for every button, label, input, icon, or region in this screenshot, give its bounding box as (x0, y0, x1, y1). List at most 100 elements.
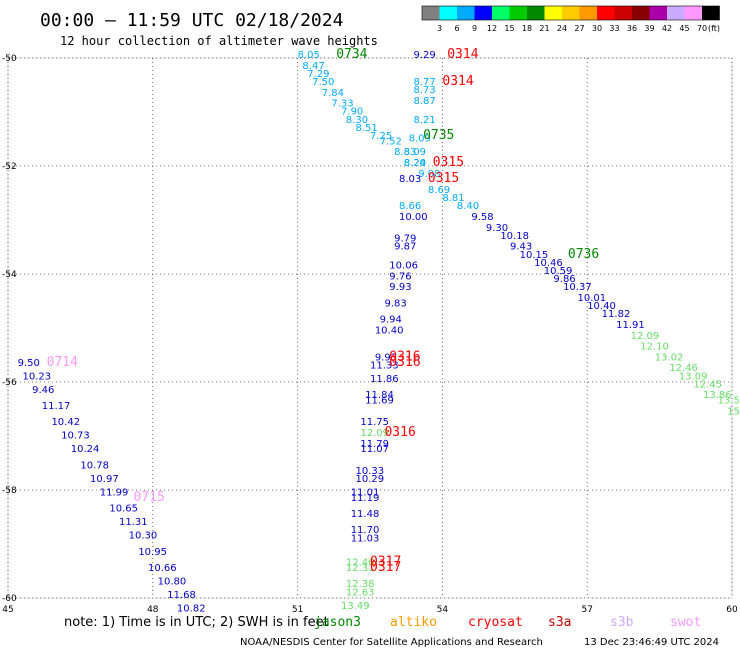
swh-point-label: 8.51 (356, 123, 378, 134)
swh-point-label: 8.69 (428, 185, 450, 196)
swh-point-label: 8.73 (413, 85, 435, 96)
swh-point-label: 10.95 (138, 547, 167, 558)
credit-line: NOAA/NESDIS Center for Satellite Applica… (240, 637, 543, 648)
legend-cryosat: cryosat (468, 615, 523, 630)
swh-point-label: 7.29 (307, 69, 329, 80)
swh-point-label: 11.31 (119, 517, 148, 528)
colorbar-label: 21 (539, 24, 549, 33)
swh-point-label: 8.03 (399, 174, 421, 185)
swh-point-label: 10.30 (129, 531, 158, 542)
swh-point-label: 7.52 (380, 136, 402, 147)
swh-point-label: 10.78 (80, 460, 109, 471)
colorbar-label: 3 (437, 24, 442, 33)
swh-point-label: 9.50 (18, 358, 40, 369)
swh-point-label: 12.63 (346, 587, 375, 598)
colorbar-swatch (474, 6, 492, 20)
colorbar-frame (421, 5, 720, 21)
swh-point-label: 8.66 (399, 201, 421, 212)
swh-point-label: 10.46 (534, 258, 563, 269)
chart-subtitle: 12 hour collection of altimeter wave hei… (60, 34, 378, 48)
swh-point-label: 9.83 (384, 298, 406, 309)
colorbar-label: 36 (627, 24, 637, 33)
swh-point-label: 9.08 (418, 169, 440, 180)
swh-point-label: 10.73 (61, 431, 90, 442)
swh-point-label: 10.40 (587, 301, 616, 312)
swh-point-label: 10.65 (109, 504, 138, 515)
swh-point-label: 11.70 (351, 525, 380, 536)
legend-s3b: s3b (610, 615, 634, 630)
colorbar-swatch (579, 6, 597, 20)
chart-title: 00:00 — 11:59 UTC 02/18/2024 (40, 10, 343, 31)
swh-point-label: 7.50 (312, 77, 334, 88)
colorbar-label: 18 (522, 24, 532, 33)
swh-point-label: 11.68 (167, 590, 196, 601)
swh-point-label: 9.79 (394, 234, 416, 245)
swh-point-label: 9.86 (553, 274, 575, 285)
timestamp: 13 Dec 23:46:49 UTC 2024 (584, 637, 719, 648)
swh-point-label: 8.24 (404, 158, 426, 169)
swh-point-label: 11.48 (351, 509, 380, 520)
swh-point-label: 13.51 (718, 396, 740, 407)
swh-point-label: 8.81 (442, 193, 464, 204)
swh-point-label: 10.33 (356, 466, 385, 477)
swh-point-label: 12.38 (346, 579, 375, 590)
pass-time-label: 0316 (389, 355, 420, 370)
swh-point-label: 10.66 (148, 563, 177, 574)
swh-point-label: 8.83 (394, 147, 416, 158)
swh-point-label: 8.21 (413, 115, 435, 126)
pass-time-label: 0314 (442, 74, 473, 89)
swh-point-label: 11.75 (360, 417, 389, 428)
colorbar-swatch (457, 6, 475, 20)
colorbar-swatch (614, 6, 632, 20)
colorbar-label: 39 (644, 24, 654, 33)
swh-point-label: 7.90 (341, 107, 363, 118)
pass-time-label: 0715 (133, 490, 164, 505)
swh-point-label: 13.49 (341, 601, 370, 612)
swh-point-label: 10.42 (51, 417, 80, 428)
x-tick-label: 48 (147, 605, 159, 615)
colorbar-swatch (684, 6, 702, 20)
pass-time-label: 0315 (428, 171, 459, 186)
colorbar-swatch (509, 6, 527, 20)
y-tick-label: -50 (2, 54, 17, 64)
swh-point-label: 10.37 (563, 282, 592, 293)
swh-point-label: 12.10 (640, 342, 669, 353)
swh-point-label: 10.15 (520, 250, 549, 261)
swh-point-label: 9.30 (486, 223, 508, 234)
colorbar: 3 6 9 12 15 18 21 24 27 30 33 36 39 42 45 70 (421, 5, 720, 33)
pass-time-label: 0316 (389, 349, 420, 364)
legend-s3a: s3a (548, 615, 571, 630)
swh-point-label: 11.19 (351, 493, 380, 504)
colorbar-swatch (667, 6, 685, 20)
swh-point-label: 9.46 (32, 385, 54, 396)
swh-point-label: 8.30 (346, 115, 368, 126)
swh-point-label: 7.84 (322, 88, 344, 99)
swh-point-label: 9.93 (375, 352, 397, 363)
colorbar-label: 70 (697, 24, 707, 33)
swh-point-label: 9.93 (389, 282, 411, 293)
swh-point-label: 13.09 (679, 371, 708, 382)
pass-time-label: 0317 (370, 555, 401, 570)
legend-jason3: jason3 (314, 615, 361, 630)
swh-point-label: 7.33 (331, 99, 353, 110)
y-tick-label: -58 (2, 486, 17, 496)
swh-point-label: 8.77 (413, 77, 435, 88)
swh-point-label: 9.94 (380, 315, 402, 326)
pass-time-label: 0735 (423, 128, 454, 143)
swh-point-label: 8.09 (404, 147, 426, 158)
colorbar-swatch (702, 6, 720, 20)
swh-point-label: 11.69 (365, 396, 394, 407)
colorbar-swatch (492, 6, 510, 20)
pass-time-label: 0714 (47, 355, 78, 370)
swh-point-label: 11.01 (351, 487, 380, 498)
swh-point-label: 12.09 (631, 331, 660, 342)
axis-ticks: 45 48 51 54 57 60 -50 -52 -54 -56 -58 -60 (2, 54, 738, 615)
y-tick-label: -56 (2, 378, 17, 388)
swh-point-label: 11.82 (602, 309, 631, 320)
swh-point-label: 10.29 (356, 474, 385, 485)
swh-point-label: 10.24 (71, 444, 100, 455)
swh-point-label: 8.40 (457, 201, 479, 212)
legend-swot: swot (670, 615, 701, 630)
pass-time-label: 0314 (447, 47, 478, 62)
